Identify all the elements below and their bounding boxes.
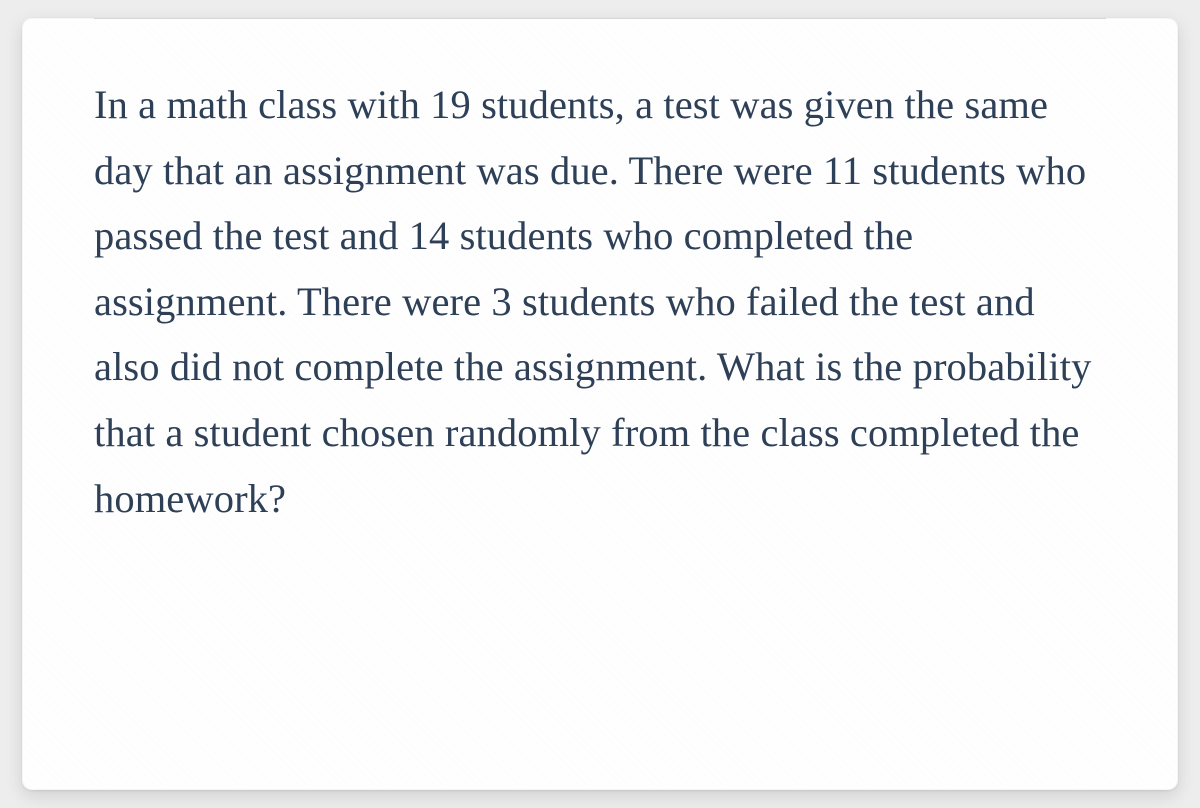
- question-text: In a math class with 19 students, a test…: [94, 72, 1106, 531]
- question-card: In a math class with 19 students, a test…: [22, 18, 1178, 790]
- page-background: In a math class with 19 students, a test…: [0, 0, 1200, 808]
- top-divider: [94, 18, 1106, 19]
